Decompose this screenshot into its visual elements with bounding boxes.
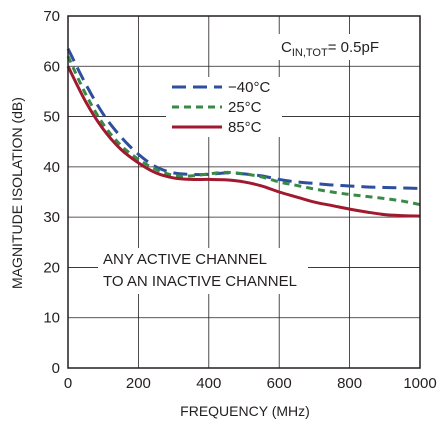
x-tick-label: 800 xyxy=(337,375,362,392)
y-axis-title: MAGNITUDE ISOLATION (dB) xyxy=(9,97,25,289)
y-tick-label: 20 xyxy=(43,259,60,276)
note-mask xyxy=(98,248,308,294)
x-tick-label: 1000 xyxy=(403,375,436,392)
note-line-1: ANY ACTIVE CHANNEL xyxy=(103,251,267,268)
cin-annotation: CIN,TOT= 0.5pF xyxy=(281,39,379,59)
legend-label: 25°C xyxy=(228,99,262,116)
y-tick-label: 40 xyxy=(43,159,60,176)
annotation-mask xyxy=(278,34,412,60)
legend-mask xyxy=(166,77,282,97)
x-tick-label: 600 xyxy=(267,375,292,392)
x-tick-label: 200 xyxy=(126,375,151,392)
legend-label: 85°C xyxy=(228,119,262,136)
y-tick-label: 30 xyxy=(43,209,60,226)
y-tick-label: 70 xyxy=(43,8,60,25)
y-tick-label: 50 xyxy=(43,109,60,126)
series-line-1 xyxy=(66,48,421,190)
y-tick-label: 10 xyxy=(43,310,60,327)
x-axis-title: FREQUENCY (MHz) xyxy=(180,403,310,419)
note-line-2: TO AN INACTIVE CHANNEL xyxy=(103,273,297,290)
x-tick-label: 0 xyxy=(64,375,72,392)
legend-label: −40°C xyxy=(228,79,270,96)
series-line-2 xyxy=(66,55,421,207)
cin-value: = 0.5pF xyxy=(328,39,379,56)
x-tick-label: 400 xyxy=(196,375,221,392)
cin-main: C xyxy=(281,39,292,56)
grid xyxy=(67,15,421,369)
series-line-3 xyxy=(66,65,421,218)
tick-labels: 0 200 400 600 800 1000 0 10 20 30 40 50 60 70 xyxy=(43,8,436,392)
y-tick-label: 60 xyxy=(43,58,60,75)
plot-frame xyxy=(67,15,421,369)
legend-mask xyxy=(166,97,282,117)
cin-subscript: IN,TOT xyxy=(292,47,328,59)
series-layer xyxy=(66,48,421,218)
y-tick-label: 0 xyxy=(52,360,60,377)
legend-mask xyxy=(166,117,282,137)
legend: −40°C 25°C 85°C xyxy=(166,77,282,137)
